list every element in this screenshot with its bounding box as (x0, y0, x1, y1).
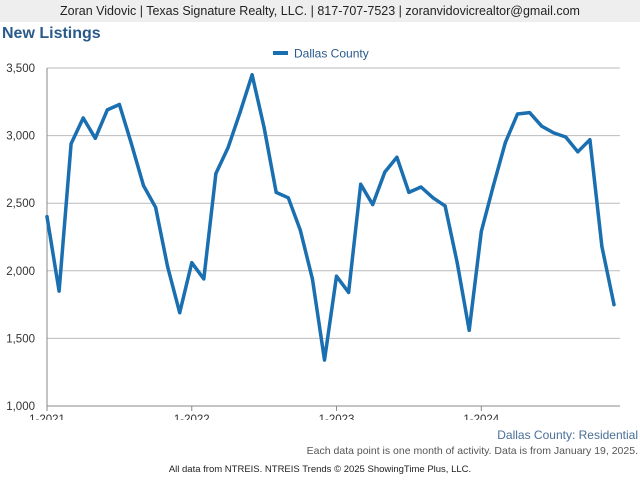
data-point (467, 328, 471, 332)
source-footer: All data from NTREIS. NTREIS Trends © 20… (168, 464, 472, 475)
x-tick-label: 1-2021 (29, 414, 65, 420)
data-point (238, 111, 242, 115)
y-tick-label: 2,500 (6, 198, 35, 210)
data-point (153, 205, 158, 209)
y-tick-label: 1,500 (6, 333, 35, 345)
data-point (178, 311, 182, 315)
data-point (286, 196, 290, 200)
data-point (455, 261, 459, 265)
data-point (334, 274, 339, 278)
x-tick-label: 1-2024 (463, 414, 499, 420)
data-point (491, 184, 495, 188)
data-point (395, 155, 399, 159)
data-note: Each data point is one month of activity… (306, 445, 638, 457)
chart-subtitle: Dallas County: Residential (497, 428, 638, 442)
data-point (588, 138, 592, 142)
axes (46, 68, 620, 407)
x-axis-ticks: 1-2021 1-2022 1-2023 1-2024 (29, 406, 500, 420)
series-line-dallas-county (45, 73, 616, 362)
contact-text: Zoran Vidovic | Texas Signature Realty, … (60, 4, 580, 18)
data-point (515, 112, 520, 116)
data-point (298, 228, 302, 232)
y-tick-label: 1,000 (6, 401, 35, 413)
data-point (503, 140, 508, 144)
legend: Dallas County (273, 47, 369, 61)
data-point (226, 146, 230, 150)
data-point (93, 136, 97, 140)
data-point (552, 131, 556, 135)
data-point (310, 277, 315, 281)
y-tick-label: 3,500 (6, 63, 35, 75)
data-point (274, 190, 278, 194)
data-point (527, 111, 532, 115)
data-point (443, 204, 447, 208)
data-point (431, 196, 435, 200)
data-point (419, 185, 423, 189)
data-point (359, 182, 363, 186)
contact-header: Zoran Vidovic | Texas Signature Realty, … (0, 0, 640, 22)
data-point (69, 142, 73, 146)
data-point (105, 108, 109, 112)
data-point (250, 73, 254, 77)
data-point (129, 142, 134, 146)
data-point (407, 190, 411, 194)
chart-title: New Listings (2, 25, 101, 42)
data-point (141, 184, 146, 188)
data-point (214, 171, 218, 176)
data-point (166, 265, 170, 269)
data-point (262, 125, 266, 130)
y-tick-label: 2,000 (6, 266, 35, 278)
data-point (202, 277, 206, 281)
data-point (45, 215, 49, 219)
data-point (322, 358, 327, 362)
data-point (576, 150, 580, 154)
data-point (371, 202, 375, 207)
data-point (600, 244, 604, 249)
data-point (57, 289, 61, 293)
series-layer (45, 73, 616, 362)
legend-label: Dallas County (294, 47, 369, 61)
data-point (190, 261, 194, 265)
data-point (346, 290, 351, 295)
data-point (564, 135, 568, 139)
gridlines (47, 67, 620, 339)
x-tick-label: 1-2023 (319, 414, 355, 420)
y-axis-ticks: 1,000 1,500 2,000 2,500 3,000 3,500 (6, 63, 35, 413)
data-point (540, 124, 544, 128)
data-point (383, 170, 387, 174)
data-point (612, 303, 616, 307)
data-point (81, 116, 85, 120)
y-tick-label: 3,000 (6, 131, 35, 143)
data-point (117, 102, 121, 107)
data-point (479, 229, 483, 234)
x-tick-label: 1-2022 (174, 414, 210, 420)
